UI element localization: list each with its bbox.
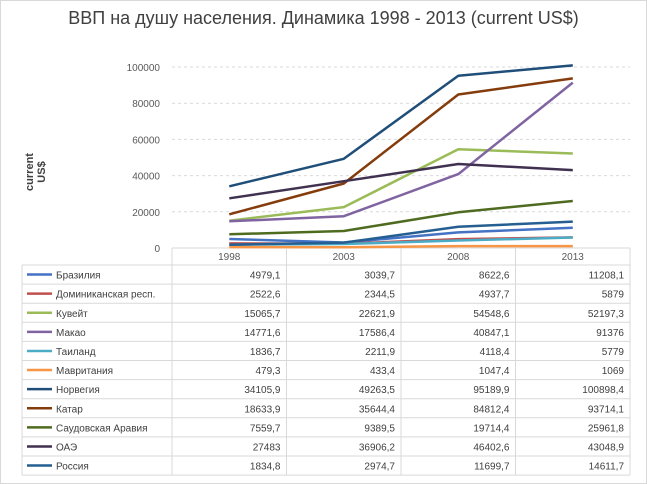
series-line [229,226,573,244]
y-tick-label: 40000 [132,172,160,183]
data-label: 4979,1 [250,271,281,282]
data-label: 2344,5 [364,290,395,301]
data-label: 93714,1 [588,404,625,415]
legend-label: Таиланд [56,347,96,358]
data-label: 1047,4 [479,366,510,377]
data-label: 3039,7 [364,271,395,282]
data-label: 27483 [253,442,281,453]
data-label: 1069 [602,366,625,377]
x-tick-label: 2003 [333,252,356,263]
data-label: 7559,7 [250,423,281,434]
data-label: 1836,7 [250,347,281,358]
data-label: 36906,2 [359,442,396,453]
data-label: 91376 [596,328,624,339]
data-label: 95189,9 [473,385,510,396]
data-label: 25961,8 [588,423,625,434]
series-line [228,77,573,216]
series-line [229,199,573,236]
chart-title: ВВП на душу населения. Динамика 1998 - 2… [68,8,579,28]
legend-label: Россия [56,462,89,473]
y-tick-label: 100000 [127,63,161,74]
data-label: 14611,7 [589,462,625,473]
data-label: 2211,9 [365,347,395,358]
data-label: 22621,9 [359,309,396,320]
data-label: 40847,1 [473,328,510,339]
data-label: 100898,4 [582,385,624,396]
legend-label: Катар [56,404,83,415]
data-label: 9389,5 [364,423,395,434]
series-line [229,148,573,222]
series-line [229,81,574,223]
legend-label: Норвегия [56,385,100,396]
data-label: 5779 [602,347,625,358]
data-label: 1834,8 [250,462,281,473]
legend-label: ОАЭ [56,442,77,453]
data-label: 2974,7 [364,462,395,473]
x-tick-label: 2008 [447,252,470,263]
series-line [229,220,573,246]
legend-label: Саудовская Аравия [56,423,148,434]
y-tick-label: 60000 [132,135,160,146]
data-label: 84812,4 [473,404,510,415]
data-label: 19714,4 [473,423,510,434]
data-label: 11699,7 [474,462,510,473]
data-label: 479,3 [255,366,280,377]
data-label: 5879 [602,290,625,301]
data-label: 43048,9 [588,442,625,453]
data-label: 17586,4 [359,328,396,339]
data-label: 4118,4 [480,347,510,358]
legend-label: Доминиканская респ. [56,290,155,301]
data-label: 18633,9 [244,404,281,415]
data-label: 8622,6 [479,271,510,282]
series-line [229,162,573,200]
y-tick-label: 80000 [132,99,160,110]
data-label: 11208,1 [589,271,625,282]
data-label: 4937,7 [479,290,510,301]
series-line [229,64,573,188]
data-label: 14771,6 [244,328,281,339]
data-label: 46402,6 [473,442,510,453]
legend-label: Макао [56,328,86,339]
data-label: 49263,5 [359,385,396,396]
y-tick-label: 0 [154,244,160,255]
legend-label: Бразилия [56,271,101,282]
series-line [229,244,573,249]
x-tick-label: 2013 [562,252,585,263]
data-label: 54548,6 [473,309,510,320]
y-tick-label: 20000 [132,208,160,219]
legend-label: Кувейт [56,309,88,320]
legend-label: Мавритания [56,366,113,377]
data-label: 35644,4 [359,404,396,415]
data-label: 15065,7 [244,309,281,320]
data-label: 2522,6 [250,290,281,301]
data-label: 433,4 [370,366,395,377]
x-tick-label: 1998 [218,252,241,263]
data-label: 34105,9 [244,385,281,396]
data-label: 52197,3 [588,309,625,320]
